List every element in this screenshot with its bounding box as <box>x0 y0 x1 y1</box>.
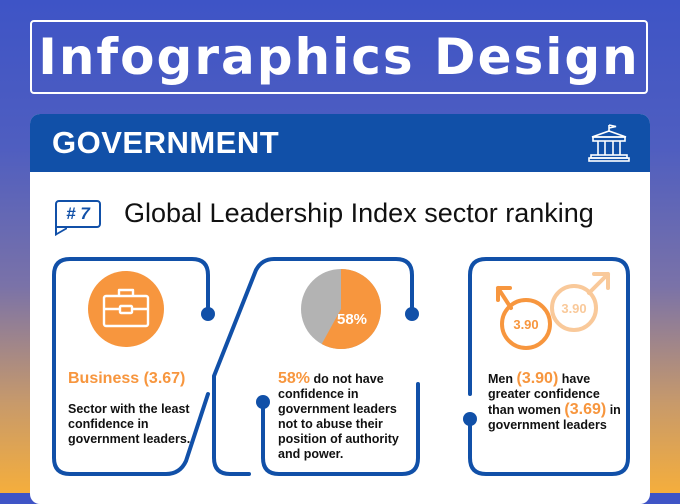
rank-badge: # 7 <box>55 200 101 228</box>
male-value-back: 3.90 <box>561 301 586 316</box>
business-heading: Business (3.67) <box>68 371 208 387</box>
page-title: Infographics Design <box>38 28 640 86</box>
pie-slice-58 <box>321 269 381 349</box>
section-title: Global Leadership Index sector ranking <box>124 198 594 228</box>
card-header-title: GOVERNMENT <box>52 125 280 160</box>
women-label: greater confidence than women <box>488 387 600 417</box>
men-value: (3.90) <box>516 370 559 387</box>
men-suffix: have <box>558 372 591 386</box>
card-header: GOVERNMENT <box>30 114 650 172</box>
gender-description: Men (3.90) have greater confidence than … <box>488 371 628 433</box>
men-label: Men <box>488 372 517 386</box>
business-score: Business (3.67) <box>68 370 186 387</box>
government-building-icon <box>588 124 630 162</box>
pie-label: 58% <box>337 311 367 328</box>
confidence-description: 58% do not have confidence in government… <box>278 371 413 462</box>
gender-symbols-icon: 3.90 3.90 <box>496 272 610 350</box>
government-card: GOVERNMENT # 7 Global Leadership Index s… <box>30 114 650 504</box>
women-value: (3.69) <box>564 401 607 418</box>
title-box: Infographics Design <box>30 20 648 94</box>
pie-chart-icon: 58% <box>301 269 381 349</box>
confidence-percent: 58% <box>278 370 311 387</box>
confidence-text: do not have confidence in government lea… <box>278 372 399 461</box>
male-value-front: 3.90 <box>513 317 538 332</box>
gender-text-end: in government leaders <box>488 403 621 432</box>
business-description: Sector with the least confidence in gove… <box>68 402 191 446</box>
rank-number: # 7 <box>66 204 90 223</box>
panel-connector-lines <box>52 257 630 476</box>
briefcase-icon <box>88 271 164 347</box>
